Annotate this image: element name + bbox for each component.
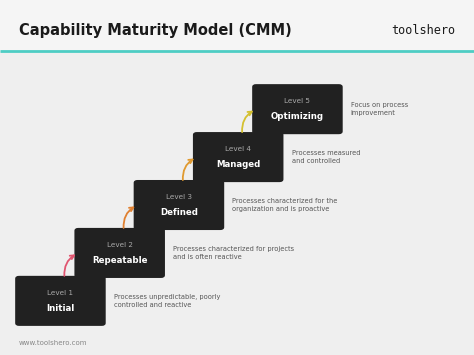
Text: Level 5: Level 5 <box>284 98 310 104</box>
FancyBboxPatch shape <box>134 180 224 230</box>
FancyArrowPatch shape <box>64 255 74 276</box>
Text: Level 4: Level 4 <box>225 146 251 152</box>
Text: Processes measured
and controlled: Processes measured and controlled <box>292 150 360 164</box>
FancyBboxPatch shape <box>193 132 283 182</box>
FancyBboxPatch shape <box>0 0 474 51</box>
Text: Focus on process
improvement: Focus on process improvement <box>351 102 408 116</box>
FancyBboxPatch shape <box>74 228 165 278</box>
Text: Defined: Defined <box>160 208 198 217</box>
FancyBboxPatch shape <box>252 84 343 134</box>
FancyArrowPatch shape <box>183 159 192 180</box>
Text: Repeatable: Repeatable <box>92 256 147 265</box>
Text: Level 3: Level 3 <box>166 194 192 200</box>
Text: Optimizing: Optimizing <box>271 113 324 121</box>
FancyBboxPatch shape <box>15 276 106 326</box>
Text: Initial: Initial <box>46 304 74 313</box>
Text: www.toolshero.com: www.toolshero.com <box>19 340 88 346</box>
Text: Capability Maturity Model (CMM): Capability Maturity Model (CMM) <box>19 23 292 38</box>
Text: Processes unpredictable, poorly
controlled and reactive: Processes unpredictable, poorly controll… <box>114 294 220 308</box>
Text: Processes characterized for projects
and is often reactive: Processes characterized for projects and… <box>173 246 294 260</box>
Text: Level 2: Level 2 <box>107 242 133 248</box>
Text: Managed: Managed <box>216 160 260 169</box>
FancyArrowPatch shape <box>124 207 133 228</box>
Text: Processes characterized for the
organization and is proactive: Processes characterized for the organiza… <box>232 198 337 212</box>
FancyArrowPatch shape <box>242 111 252 132</box>
Text: toolshero: toolshero <box>391 24 455 37</box>
Text: Level 1: Level 1 <box>47 290 73 296</box>
